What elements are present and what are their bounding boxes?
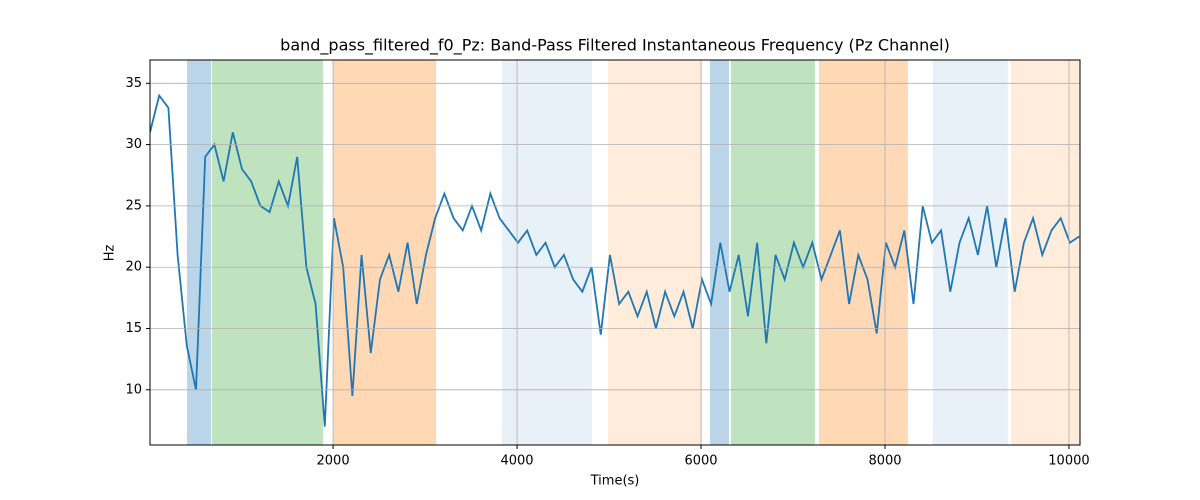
- y-tick-label: 30: [125, 137, 142, 152]
- axes-frame: [149, 59, 1081, 446]
- x-tick-label: 10000: [1048, 454, 1089, 469]
- shaded-span: [818, 60, 908, 445]
- y-tick-label: 10: [125, 382, 142, 397]
- y-tick-label: 25: [125, 198, 142, 213]
- shaded-span: [607, 60, 702, 445]
- y-tick-label: 35: [125, 76, 142, 91]
- shaded-span: [332, 60, 436, 445]
- shaded-span: [212, 60, 323, 445]
- data-line: [150, 93, 1080, 427]
- x-tick-label: 6000: [684, 454, 717, 469]
- chart-title: band_pass_filtered_f0_Pz: Band-Pass Filt…: [280, 36, 950, 56]
- shaded-span: [501, 60, 592, 445]
- x-tick-label: 4000: [500, 454, 533, 469]
- shaded-span: [186, 60, 211, 445]
- shaded-span: [932, 60, 1008, 445]
- y-tick-label: 20: [125, 260, 142, 275]
- plot-area: [150, 60, 1080, 445]
- shaded-span: [730, 60, 815, 445]
- x-tick-label: 8000: [868, 454, 901, 469]
- y-axis-label: Hz: [103, 245, 118, 262]
- y-tick-label: 15: [125, 321, 142, 336]
- x-tick-label: 2000: [317, 454, 350, 469]
- x-axis-label: Time(s): [590, 474, 640, 489]
